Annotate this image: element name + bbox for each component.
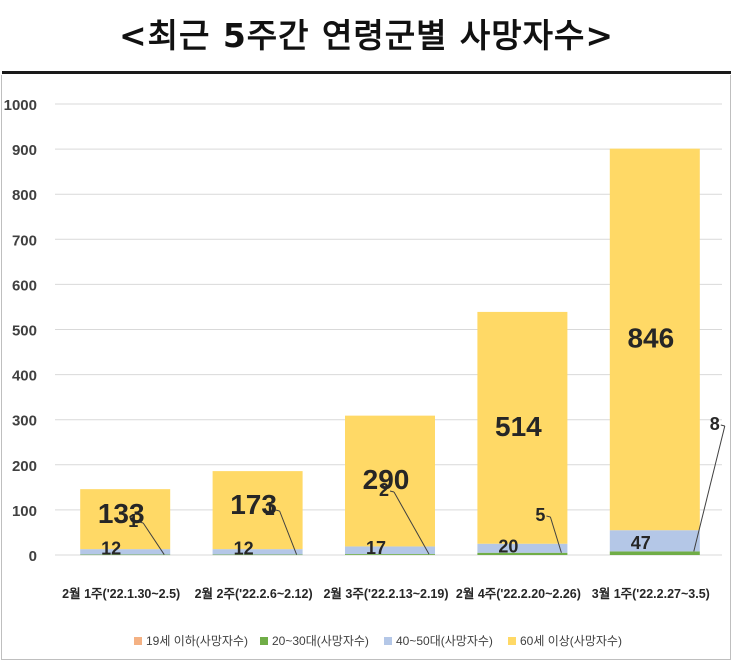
bar-segment (212, 471, 303, 550)
data-label-20-30: 8 (710, 414, 720, 434)
data-label-40-50: 12 (234, 539, 254, 559)
bar-segment (345, 546, 435, 555)
y-tick-label: 200 (12, 458, 37, 475)
leader-line (549, 516, 562, 553)
leader-line-tick (275, 509, 280, 512)
bar-segment (345, 554, 435, 555)
data-label-60plus: 290 (363, 464, 410, 495)
data-label-20-30: 5 (535, 505, 545, 525)
x-category-label: 2월 2주('22.2.6~2.12) (195, 586, 313, 601)
bar-segment (477, 552, 568, 555)
bar-segment (477, 543, 568, 553)
legend-swatch (134, 637, 142, 645)
bar-segment (212, 549, 303, 555)
leader-line-tick (720, 424, 725, 427)
bar-segment (80, 554, 171, 556)
bar-segment (609, 530, 700, 552)
x-category-label: 3월 1주('22.2.27~3.5) (592, 586, 710, 601)
bar-segment (212, 554, 303, 556)
x-category-label: 2월 3주('22.2.13~2.19) (323, 586, 448, 601)
legend-swatch (384, 637, 392, 645)
legend-label: 60세 이상(사망자수) (520, 634, 622, 648)
chart-title: <최근 5주간 연령군별 사망자수> (118, 16, 615, 55)
data-label-40-50: 47 (631, 533, 651, 553)
y-tick-label: 600 (12, 277, 37, 294)
legend-label: 19세 이하(사망자수) (146, 634, 248, 648)
legend-swatch (260, 637, 268, 645)
leader-line-tick (546, 515, 551, 518)
bar-segment (80, 489, 171, 550)
y-tick-label: 900 (12, 142, 37, 159)
y-tick-label: 300 (12, 413, 37, 430)
leader-line (142, 522, 165, 555)
data-label-60plus: 133 (98, 498, 145, 529)
y-tick-label: 100 (12, 503, 37, 520)
data-label-60plus: 514 (495, 411, 542, 442)
y-tick-label: 1000 (4, 97, 37, 114)
legend-label: 40~50대(사망자수) (396, 634, 493, 648)
leader-line-tick (139, 521, 144, 524)
y-tick-label: 400 (12, 368, 37, 385)
legend-label: 20~30대(사망자수) (272, 634, 369, 648)
bar-segment (345, 415, 435, 547)
y-tick-label: 0 (29, 548, 37, 565)
title-underline (2, 71, 731, 74)
leader-line (693, 425, 726, 552)
leader-line (279, 510, 298, 555)
bar-segment (609, 148, 700, 531)
bar-segment (80, 549, 171, 555)
x-category-label: 2월 4주('22.2.20~2.26) (456, 586, 581, 601)
leader-line (393, 491, 430, 555)
x-category-label: 2월 1주('22.1.30~2.5) (62, 586, 180, 601)
chart-frame (1, 75, 731, 660)
y-tick-label: 500 (12, 323, 37, 340)
data-label-40-50: 20 (498, 537, 518, 557)
data-label-20-30: 1 (265, 499, 275, 519)
y-tick-label: 700 (12, 232, 37, 249)
leader-line-tick (389, 490, 395, 493)
data-label-20-30: 2 (379, 480, 389, 500)
bar-segment (477, 311, 568, 544)
legend-swatch (508, 637, 516, 645)
data-label-40-50: 12 (101, 539, 121, 559)
y-tick-label: 800 (12, 187, 37, 204)
data-label-60plus: 173 (230, 489, 277, 520)
data-label-60plus: 846 (627, 322, 674, 353)
data-label-40-50: 17 (366, 538, 386, 558)
bar-segment (609, 551, 700, 555)
data-label-20-30: 1 (128, 511, 138, 531)
